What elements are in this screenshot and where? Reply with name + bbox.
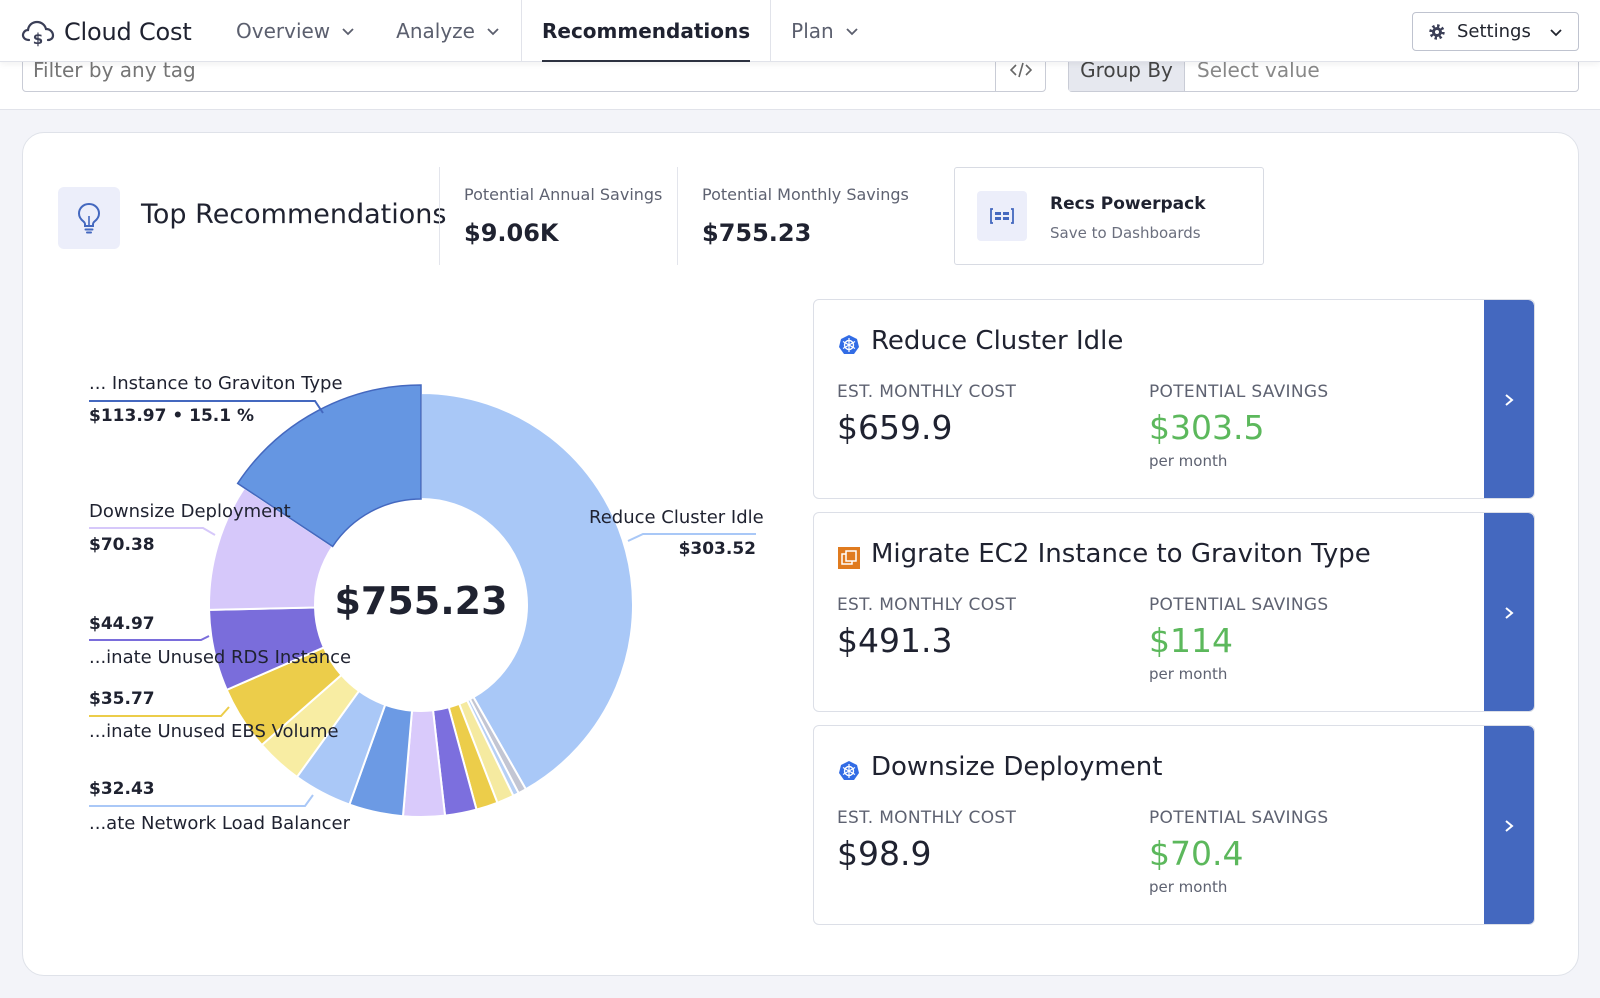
rec-open-button[interactable]	[1484, 726, 1534, 924]
rec-per-month: per month	[1149, 452, 1228, 470]
kubernetes-icon	[839, 761, 859, 780]
chart-value-ebs: $35.77	[89, 689, 155, 709]
dashboard-icon	[977, 191, 1027, 241]
chevron-right-icon	[1505, 820, 1514, 832]
nav-plan-label: Plan	[791, 19, 834, 43]
annual-savings-value: $9.06K	[464, 219, 559, 247]
rec-savings-value: $70.4	[1149, 834, 1244, 873]
kubernetes-icon	[839, 335, 859, 354]
rec-cost-value: $659.9	[837, 408, 953, 447]
nav-overview[interactable]: Overview	[216, 0, 376, 62]
donut-slice-13[interactable]	[236, 384, 422, 548]
chevron-right-icon	[1505, 607, 1514, 619]
chevron-down-icon	[342, 28, 354, 36]
chevron-down-icon	[487, 28, 499, 36]
code-toggle-button[interactable]	[995, 49, 1045, 91]
recs-powerpack-button[interactable]: Recs Powerpack Save to Dashboards	[954, 167, 1264, 265]
app-title: Cloud Cost	[64, 18, 192, 46]
rec-open-button[interactable]	[1484, 513, 1534, 711]
chart-label-rds: ...inate Unused RDS Instance	[89, 647, 352, 668]
rec-title: Reduce Cluster Idle	[871, 326, 1124, 356]
leader-line-downsize	[89, 527, 216, 536]
nav-analyze[interactable]: Analyze	[376, 0, 521, 62]
rec-savings-value: $303.5	[1149, 408, 1265, 447]
rec-card-graviton[interactable]: Migrate EC2 Instance to Graviton Type ES…	[813, 512, 1535, 712]
chart-label-downsize: Downsize Deployment	[89, 501, 291, 522]
main-nav: Overview Analyze Recommendations Plan	[216, 0, 880, 62]
chart-value-rds: $44.97	[89, 614, 155, 634]
rec-per-month: per month	[1149, 878, 1228, 896]
chart-value-graviton: $113.97 • 15.1 %	[89, 406, 255, 426]
chart-label-ebs: ...inate Unused EBS Volume	[89, 721, 339, 742]
rec-savings-label: POTENTIAL SAVINGS	[1149, 382, 1329, 402]
rec-title: Migrate EC2 Instance to Graviton Type	[871, 539, 1371, 569]
monthly-savings-label: Potential Monthly Savings	[702, 185, 909, 204]
rec-cost-label: EST. MONTHLY COST	[837, 382, 1017, 402]
chart-value-downsize: $70.38	[89, 535, 155, 555]
chevron-right-icon	[1505, 394, 1514, 406]
recommendations-card: Top Recommendations Potential Annual Sav…	[22, 132, 1579, 976]
rec-cost-value: $491.3	[837, 621, 953, 660]
lightbulb-icon	[77, 202, 101, 234]
svg-text:$: $	[33, 30, 43, 48]
section-title: Top Recommendations	[141, 199, 447, 230]
top-navigation-bar: $ Cloud Cost Overview Analyze Recommenda…	[0, 0, 1600, 62]
settings-button[interactable]: Settings	[1412, 12, 1579, 51]
savings-donut-chart	[89, 384, 756, 818]
donut-slice-0[interactable]	[420, 391, 634, 791]
powerpack-title: Recs Powerpack	[1050, 194, 1206, 214]
nav-analyze-label: Analyze	[396, 19, 475, 43]
divider	[439, 167, 440, 265]
group-by-value: Select value	[1197, 58, 1320, 82]
powerpack-subtitle: Save to Dashboards	[1050, 224, 1201, 242]
divider	[677, 167, 678, 265]
rec-savings-value: $114	[1149, 621, 1233, 660]
chart-label-reduce-cluster-idle: Reduce Cluster Idle	[589, 507, 764, 528]
rec-per-month: per month	[1149, 665, 1228, 683]
chart-label-nlb: ...ate Network Load Balancer	[89, 813, 351, 834]
ec2-icon	[838, 547, 860, 569]
settings-label: Settings	[1457, 21, 1531, 42]
rec-cost-label: EST. MONTHLY COST	[837, 808, 1017, 828]
rec-card-reduce-cluster-idle[interactable]: Reduce Cluster Idle EST. MONTHLY COST PO…	[813, 299, 1535, 499]
code-icon	[1009, 62, 1032, 78]
annual-savings-label: Potential Annual Savings	[464, 185, 663, 204]
nav-overview-label: Overview	[236, 19, 331, 43]
rec-cost-label: EST. MONTHLY COST	[837, 595, 1017, 615]
rec-open-button[interactable]	[1484, 300, 1534, 498]
chevron-down-icon	[846, 28, 858, 36]
rec-title: Downsize Deployment	[871, 752, 1163, 782]
nav-recommendations[interactable]: Recommendations	[520, 0, 772, 62]
lightbulb-icon-box	[58, 187, 120, 249]
rec-cost-value: $98.9	[837, 834, 932, 873]
cloud-dollar-icon: $	[21, 20, 55, 48]
nav-recommendations-label: Recommendations	[541, 19, 751, 43]
chart-total: $755.23	[334, 579, 508, 623]
chart-value-reduce-cluster-idle: $303.52	[678, 539, 756, 559]
gear-icon	[1429, 23, 1445, 40]
monthly-savings-value: $755.23	[702, 219, 812, 247]
chart-label-graviton: ... Instance to Graviton Type	[89, 373, 343, 394]
brand[interactable]: $ Cloud Cost	[20, 14, 192, 50]
leader-line-rds	[89, 635, 210, 641]
rec-savings-label: POTENTIAL SAVINGS	[1149, 595, 1329, 615]
rec-savings-label: POTENTIAL SAVINGS	[1149, 808, 1329, 828]
chevron-down-icon	[1550, 28, 1562, 36]
nav-plan[interactable]: Plan	[771, 0, 880, 62]
chart-value-nlb: $32.43	[89, 779, 155, 799]
rec-card-downsize-deployment[interactable]: Downsize Deployment EST. MONTHLY COST PO…	[813, 725, 1535, 925]
